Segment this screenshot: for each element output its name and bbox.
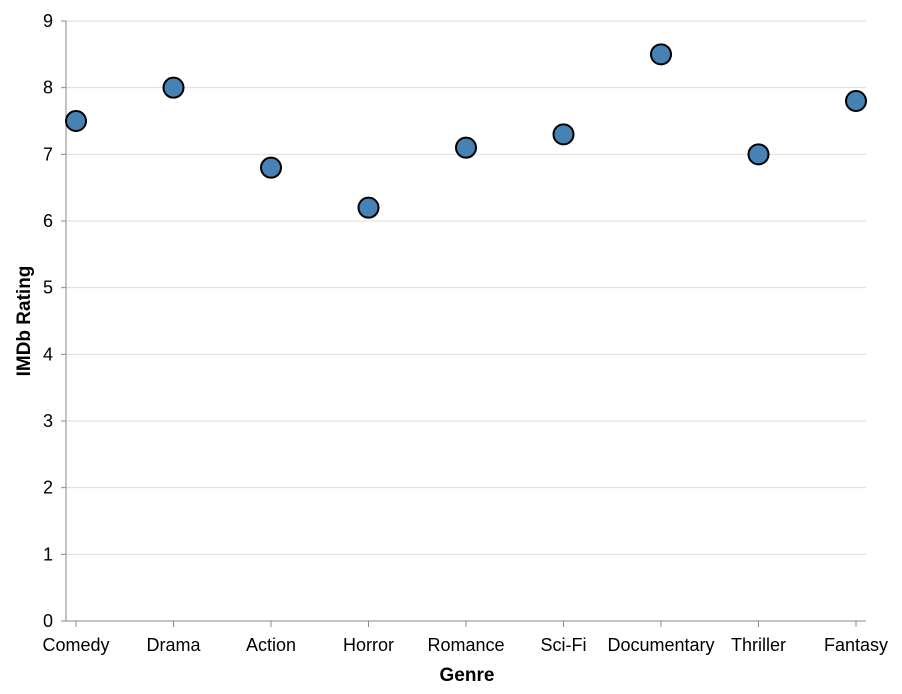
data-point[interactable] <box>357 196 380 219</box>
y-axis: 0 1 2 3 4 5 6 7 8 9 <box>43 11 67 631</box>
y-tick-label: 4 <box>43 344 53 364</box>
y-tick-label: 9 <box>43 11 53 31</box>
x-tick-label: Romance <box>427 635 504 655</box>
y-tick-label: 8 <box>43 78 53 98</box>
data-point[interactable] <box>162 76 185 99</box>
y-tick-label: 1 <box>43 544 53 564</box>
x-tick-label: Sci-Fi <box>541 635 587 655</box>
y-tick-label: 5 <box>43 278 53 298</box>
grid-lines <box>66 20 866 622</box>
data-point[interactable] <box>65 110 87 132</box>
x-tick-label: Drama <box>146 635 201 655</box>
x-axis-title: Genre <box>440 665 495 686</box>
x-tick-label: Thriller <box>731 635 786 655</box>
data-point[interactable] <box>845 90 867 112</box>
data-points <box>65 43 867 219</box>
data-point[interactable] <box>747 143 770 166</box>
y-tick-label: 2 <box>43 478 53 498</box>
x-tick-label: Comedy <box>42 635 109 655</box>
data-point[interactable] <box>260 156 282 179</box>
x-tick-label: Horror <box>343 635 394 655</box>
y-tick-label: 3 <box>43 411 53 431</box>
y-axis-title: IMDb Rating <box>14 266 35 377</box>
x-axis: Comedy Drama Action Horror Romance Sci-Fi Docu… <box>42 620 888 655</box>
data-point[interactable] <box>650 43 672 66</box>
y-tick-label: 7 <box>43 144 53 164</box>
x-tick-label: Documentary <box>607 635 714 655</box>
y-tick-label: 6 <box>43 211 53 231</box>
data-point[interactable] <box>552 123 575 146</box>
x-tick-label: Action <box>246 635 296 655</box>
data-point[interactable] <box>455 136 477 159</box>
x-tick-label: Fantasy <box>824 635 888 655</box>
y-tick-label: 0 <box>43 611 53 631</box>
